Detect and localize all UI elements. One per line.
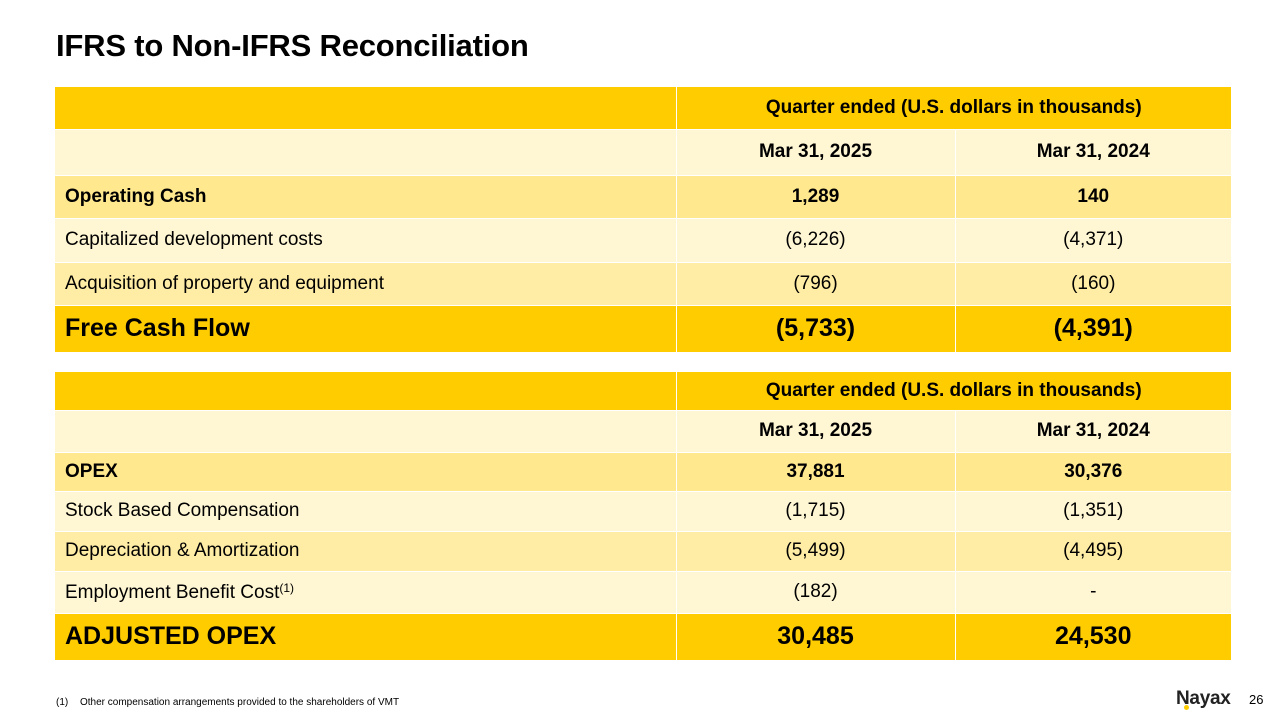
row-label: Capitalized development costs xyxy=(55,218,677,263)
footnote: (1) Other compensation arrangements provi… xyxy=(56,697,399,708)
footnote-marker: (1) xyxy=(279,580,295,595)
table-row: Employment Benefit Cost(1) (182) - xyxy=(55,571,1232,614)
row-value-2025: 1,289 xyxy=(676,175,956,219)
row-label-text: Employment Benefit Cost xyxy=(65,581,280,603)
row-value-2025: (182) xyxy=(676,571,956,614)
header-empty-cell xyxy=(55,410,677,453)
row-value-2024: (4,495) xyxy=(955,531,1232,572)
row-value-2024: 140 xyxy=(955,175,1232,219)
total-label: ADJUSTED OPEX xyxy=(55,613,677,661)
total-value-2025: (5,733) xyxy=(676,305,956,353)
header-empty-cell xyxy=(55,87,677,130)
table-row: Stock Based Compensation (1,715) (1,351) xyxy=(55,491,1232,532)
column-header-2025: Mar 31, 2025 xyxy=(676,410,956,453)
total-value-2024: 24,530 xyxy=(955,613,1232,661)
page-title: IFRS to Non-IFRS Reconciliation xyxy=(56,28,529,63)
column-header-row: Mar 31, 2025 Mar 31, 2024 xyxy=(55,129,1232,176)
table-row: OPEX 37,881 30,376 xyxy=(55,452,1232,492)
table-row: Depreciation & Amortization (5,499) (4,4… xyxy=(55,531,1232,572)
column-header-2025: Mar 31, 2025 xyxy=(676,129,956,176)
nayax-logo: Nayax xyxy=(1176,688,1231,709)
row-value-2024: - xyxy=(955,571,1232,614)
table-header-row: Quarter ended (U.S. dollars in thousands… xyxy=(55,87,1232,130)
row-label: Employment Benefit Cost(1) xyxy=(55,571,677,614)
column-header-2024: Mar 31, 2024 xyxy=(955,410,1232,453)
header-empty-cell xyxy=(55,372,677,411)
row-label: Operating Cash xyxy=(55,175,677,219)
row-value-2025: 37,881 xyxy=(676,452,956,492)
row-label: Depreciation & Amortization xyxy=(55,531,677,572)
period-header: Quarter ended (U.S. dollars in thousands… xyxy=(676,87,1232,130)
free-cash-flow-table: Quarter ended (U.S. dollars in thousands… xyxy=(55,87,1232,353)
logo-dot-icon xyxy=(1184,705,1189,710)
total-label: Free Cash Flow xyxy=(55,305,677,353)
table-row: Capitalized development costs (6,226) (4… xyxy=(55,218,1232,263)
row-value-2024: (4,371) xyxy=(955,218,1232,263)
table-row: Operating Cash 1,289 140 xyxy=(55,175,1232,219)
total-value-2025: 30,485 xyxy=(676,613,956,661)
page-number: 26 xyxy=(1249,692,1264,707)
column-header-2024: Mar 31, 2024 xyxy=(955,129,1232,176)
row-value-2024: 30,376 xyxy=(955,452,1232,492)
total-row: ADJUSTED OPEX 30,485 24,530 xyxy=(55,613,1232,661)
row-value-2025: (6,226) xyxy=(676,218,956,263)
adjusted-opex-table: Quarter ended (U.S. dollars in thousands… xyxy=(55,372,1232,661)
row-value-2025: (1,715) xyxy=(676,491,956,532)
row-value-2025: (796) xyxy=(676,262,956,306)
row-value-2024: (160) xyxy=(955,262,1232,306)
row-label: Stock Based Compensation xyxy=(55,491,677,532)
column-header-row: Mar 31, 2025 Mar 31, 2024 xyxy=(55,410,1232,453)
period-header: Quarter ended (U.S. dollars in thousands… xyxy=(676,372,1232,411)
total-row: Free Cash Flow (5,733) (4,391) xyxy=(55,305,1232,353)
header-empty-cell xyxy=(55,129,677,176)
row-value-2024: (1,351) xyxy=(955,491,1232,532)
footnote-number: (1) xyxy=(56,697,69,708)
footnote-text: Other compensation arrangements provided… xyxy=(80,697,400,708)
total-value-2024: (4,391) xyxy=(955,305,1232,353)
row-label: Acquisition of property and equipment xyxy=(55,262,677,306)
row-value-2025: (5,499) xyxy=(676,531,956,572)
table-row: Acquisition of property and equipment (7… xyxy=(55,262,1232,306)
row-label: OPEX xyxy=(55,452,677,492)
table-header-row: Quarter ended (U.S. dollars in thousands… xyxy=(55,372,1232,411)
